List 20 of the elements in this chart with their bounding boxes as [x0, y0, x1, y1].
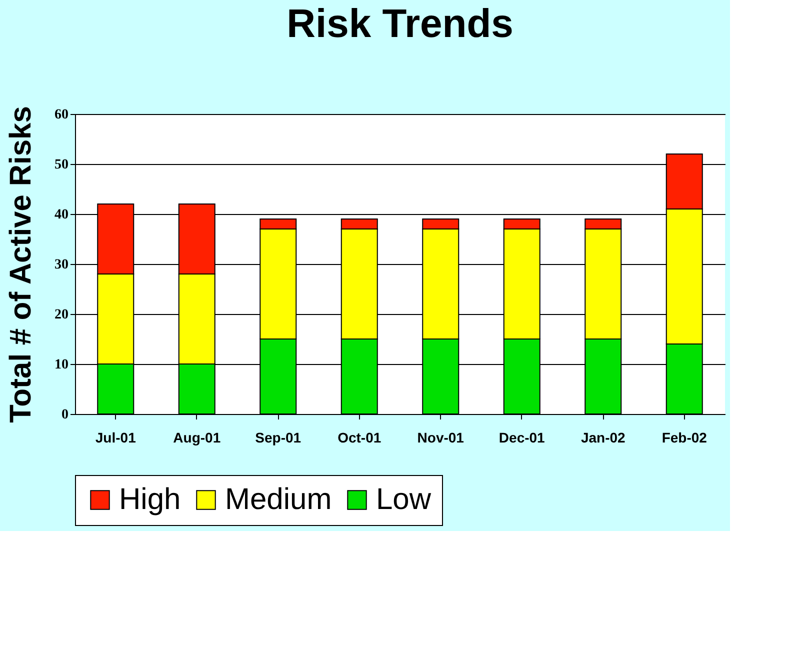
legend-label: Low: [376, 483, 432, 516]
chart-title: Risk Trends: [286, 2, 514, 46]
x-tick-label: Sep-01: [255, 430, 302, 446]
x-tick-label: Jan-02: [580, 430, 626, 446]
y-tick-label: 0: [62, 408, 68, 422]
x-tick-label: Jul-01: [95, 430, 136, 446]
x-tick-label: Feb-02: [662, 430, 708, 446]
x-tick-label: Dec-01: [498, 430, 546, 446]
y-tick-label: 10: [54, 358, 68, 372]
legend-label: Medium: [225, 483, 332, 516]
y-axis-title: Total # of Active Risks: [4, 106, 38, 423]
y-tick-label: 60: [54, 108, 68, 122]
y-tick-label: 30: [54, 258, 68, 272]
legend-label: High: [119, 483, 181, 516]
x-tick-label: Nov-01: [417, 430, 464, 446]
y-tick-label: 50: [54, 158, 68, 172]
x-tick-label: Oct-01: [338, 430, 382, 446]
y-tick-label: 20: [54, 308, 68, 322]
x-tick-label: Aug-01: [173, 430, 221, 446]
y-tick-label: 40: [54, 208, 68, 222]
